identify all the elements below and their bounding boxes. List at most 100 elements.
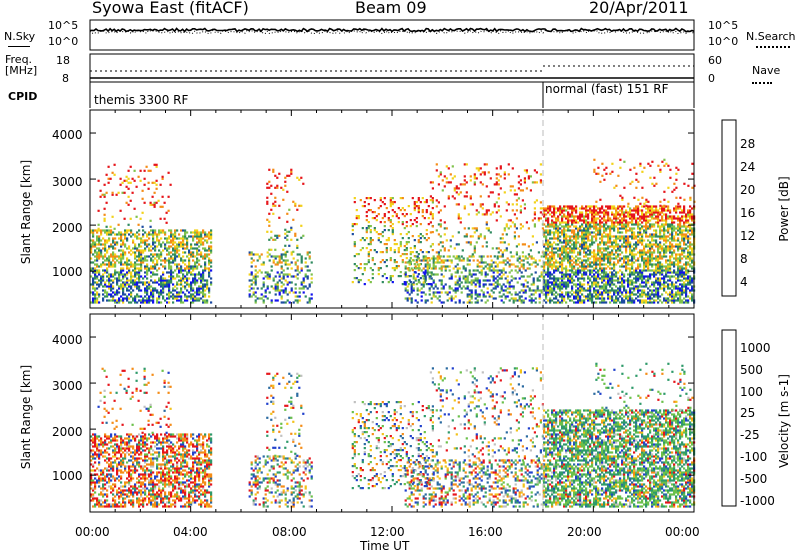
data-cell [463,227,466,230]
data-cell [174,237,177,240]
data-cell [120,257,123,260]
data-cell [192,253,195,256]
data-cell [194,261,197,264]
data-cell [110,289,113,292]
data-cell [534,301,537,304]
data-cell [190,293,193,296]
data-cell [90,257,93,260]
data-cell [549,229,552,232]
data-cell [615,271,618,274]
data-cell [502,301,505,304]
data-cell [112,239,115,242]
data-cell [587,247,590,250]
data-cell [172,259,175,262]
data-cell [280,253,283,256]
data-cell [444,267,447,270]
data-cell [487,171,490,174]
data-cell [302,291,305,294]
data-cell [206,281,209,284]
data-cell [591,301,594,304]
data-cell [260,297,263,300]
data-cell [131,191,134,194]
data-cell [476,279,479,282]
data-cell [104,239,107,242]
data-cell [547,267,550,270]
data-cell [462,277,465,280]
data-cell [146,293,149,296]
data-cell [160,229,163,232]
data-cell [483,173,486,176]
data-cell [653,275,656,278]
data-cell [196,237,199,240]
data-cell [112,253,115,256]
data-cell [463,163,466,166]
data-cell [545,263,548,266]
data-cell [118,271,121,274]
data-cell [627,229,630,232]
data-cell [409,247,412,250]
data-cell [609,271,612,274]
data-cell [649,273,652,276]
data-cell [456,283,459,286]
data-cell [188,271,191,274]
data-cell [579,281,582,284]
data-cell [122,277,125,280]
data-cell [174,253,177,256]
data-cell [559,285,562,288]
data-cell [300,261,303,264]
data-cell [158,229,161,232]
data-cell [571,289,574,292]
data-cell [178,299,181,302]
data-cell [190,271,193,274]
data-cell [501,255,504,258]
data-cell [414,277,417,280]
data-cell [482,255,485,258]
data-cell [110,299,113,302]
data-cell [589,243,592,246]
data-cell [512,255,515,258]
data-cell [300,255,303,258]
data-cell [615,251,618,254]
data-cell [627,285,630,288]
data-cell [248,251,251,254]
data-cell [470,281,473,284]
data-cell [367,221,370,224]
data-cell [120,279,123,282]
data-cell [142,239,145,242]
data-cell [457,243,460,246]
data-cell [601,287,604,290]
data-cell [276,289,279,292]
velocity-ytick-1000: 1000 [52,469,83,483]
data-cell [120,237,123,240]
data-cell [164,267,167,270]
data-cell [639,229,642,232]
data-cell [284,261,287,264]
data-cell [551,281,554,284]
data-cell [112,297,115,300]
data-cell [629,275,632,278]
data-cell [413,245,416,248]
data-cell [609,239,612,242]
data-cell [310,281,313,284]
data-cell [168,295,171,298]
data-cell [597,233,600,236]
data-cell [561,271,564,274]
data-cell [110,295,113,298]
data-cell [643,265,646,268]
data-cell [599,285,602,288]
data-cell [649,245,652,248]
data-cell [286,190,289,193]
data-cell [96,259,99,262]
data-cell [114,291,117,294]
data-cell [571,293,574,296]
data-cell [399,271,402,274]
data-cell [631,221,634,224]
data-cell [625,297,628,300]
data-cell [422,257,425,260]
data-cell [653,225,656,228]
data-cell [545,253,548,256]
data-cell [431,199,434,202]
data-cell [609,291,612,294]
data-cell [389,277,392,280]
data-cell [514,293,517,296]
